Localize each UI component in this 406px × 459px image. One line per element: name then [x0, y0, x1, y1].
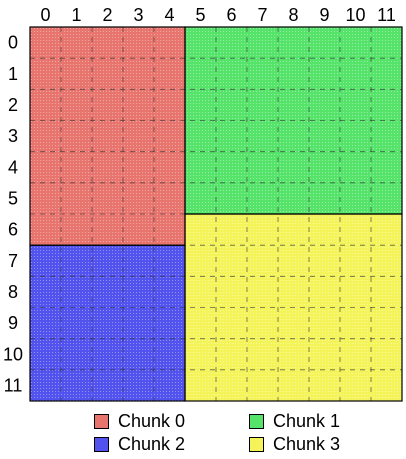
legend-swatch-chunk-0	[94, 413, 109, 429]
column-label: 7	[257, 5, 267, 25]
row-label: 11	[4, 375, 23, 395]
row-label: 5	[8, 188, 18, 208]
row-label: 8	[8, 282, 18, 302]
legend-label-chunk-0: Chunk 0	[118, 411, 186, 431]
chunk-borders	[29, 26, 403, 402]
column-label: 9	[319, 5, 329, 25]
legend-item-chunk-2: Chunk 2	[94, 433, 185, 455]
legend-label-chunk-3: Chunk 3	[273, 434, 341, 454]
legend-label-chunk-1: Chunk 1	[273, 411, 341, 431]
column-labels: 0 1 2 3 4 5 6 7 8 9 10 11	[40, 5, 395, 25]
row-label: 1	[8, 64, 18, 84]
row-label: 2	[8, 95, 18, 115]
column-label: 10	[345, 5, 365, 25]
column-label: 6	[226, 5, 236, 25]
row-labels: 0 1 2 3 4 5 6 7 8 9 10 11	[3, 33, 23, 396]
row-label: 3	[8, 126, 18, 146]
grid-lines	[30, 27, 402, 401]
row-label: 9	[8, 313, 18, 333]
legend: Chunk 0 Chunk 1 Chunk 2 Chunk 3	[0, 408, 406, 459]
chunk-grid-diagram: 0 1 2 3 4 5 6 7 8 9 10 11 0 1 2 3 4 5 6 7 8 9 10 11	[3, 5, 403, 402]
column-label: 0	[40, 5, 50, 25]
legend-swatch-chunk-1	[249, 413, 264, 429]
chunk-0-texture	[30, 27, 185, 246]
chunk-2-texture	[30, 245, 185, 401]
legend-swatch-chunk-3	[249, 436, 264, 452]
column-label: 1	[71, 5, 81, 25]
row-label: 6	[8, 220, 18, 240]
chunk-3-border	[184, 213, 403, 402]
column-label: 11	[377, 5, 396, 25]
column-label: 8	[288, 5, 298, 25]
column-label: 3	[133, 5, 143, 25]
row-label: 10	[3, 344, 23, 364]
column-label: 5	[195, 5, 205, 25]
row-label: 4	[8, 157, 18, 177]
column-label: 4	[164, 5, 174, 25]
legend-item-chunk-0: Chunk 0	[94, 410, 185, 432]
legend-swatch-chunk-2	[94, 436, 109, 452]
column-label: 2	[102, 5, 112, 25]
legend-item-chunk-1: Chunk 1	[249, 410, 340, 432]
legend-label-chunk-2: Chunk 2	[118, 434, 186, 454]
legend-item-chunk-3: Chunk 3	[249, 433, 340, 455]
row-label: 0	[8, 33, 18, 53]
row-label: 7	[8, 251, 18, 271]
